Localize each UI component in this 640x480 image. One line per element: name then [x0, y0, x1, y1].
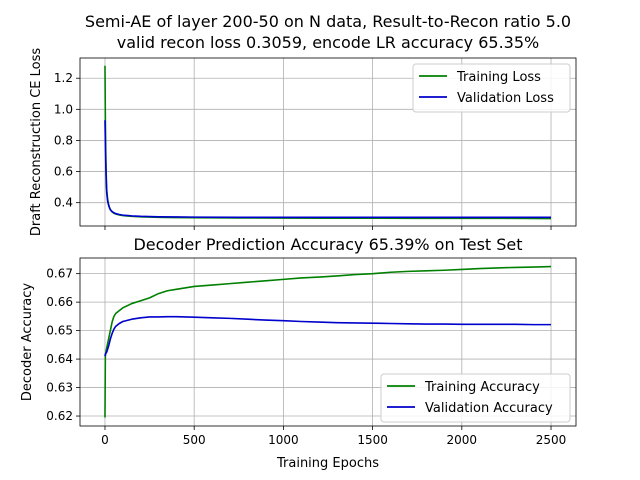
figure-title-line2: valid recon loss 0.3059, encode LR accur… — [117, 33, 540, 52]
loss-legend-label-validation-loss: Validation Loss — [457, 91, 554, 106]
loss-y-axis-label: Draft Reconstruction CE Loss — [29, 48, 44, 236]
accuracy-xtick-label: 0 — [101, 433, 109, 447]
accuracy-x-axis-label: Training Epochs — [276, 456, 379, 471]
accuracy-series-validation-accuracy — [104, 315, 552, 357]
accuracy-ytick-label: 0.65 — [46, 324, 73, 338]
loss-ytick-label: 1.2 — [54, 71, 73, 85]
loss-subplot: 0.4 0.6 0.8 1.0 1.2 Draft Reconstruction CE … — [29, 48, 577, 236]
accuracy-xtick-label: 2000 — [447, 433, 478, 447]
accuracy-subplot-title: Decoder Prediction Accuracy 65.39% on Te… — [133, 235, 522, 254]
loss-ytick-label: 1.0 — [54, 102, 73, 116]
accuracy-y-axis-label: Decoder Accuracy — [20, 283, 35, 401]
loss-legend-box — [412, 63, 571, 113]
accuracy-series-training-accuracy — [104, 265, 552, 418]
accuracy-xtick-label: 1000 — [268, 433, 299, 447]
accuracy-ytick-label: 0.62 — [46, 409, 73, 423]
loss-plot-frame — [79, 57, 577, 227]
loss-legend-label-training-loss: Training Loss — [456, 70, 541, 85]
loss-ticks: 0.4 0.6 0.8 1.0 1.2 — [54, 71, 552, 230]
accuracy-xtick-label: 2500 — [536, 433, 567, 447]
accuracy-xtick-label: 500 — [183, 433, 206, 447]
loss-ytick-label: 0.6 — [54, 165, 73, 179]
accuracy-plot-frame — [79, 257, 577, 427]
accuracy-legend-box — [380, 373, 571, 423]
loss-ytick-label: 0.4 — [54, 196, 73, 210]
accuracy-legend-label-training-accuracy: Training Accuracy — [424, 380, 540, 395]
accuracy-series — [104, 265, 552, 418]
accuracy-xtick-label: 1500 — [357, 433, 388, 447]
accuracy-ytick-label: 0.63 — [46, 381, 73, 395]
figure-title-line1: Semi-AE of layer 200-50 on N data, Resul… — [85, 12, 571, 31]
accuracy-legend-label-validation-accuracy: Validation Accuracy — [425, 401, 553, 416]
accuracy-ytick-label: 0.64 — [46, 352, 73, 366]
loss-legend: Training Loss Validation Loss — [412, 63, 571, 113]
loss-ytick-label: 0.8 — [54, 133, 73, 147]
loss-series — [104, 65, 552, 220]
accuracy-legend: Training Accuracy Validation Accuracy — [380, 373, 571, 423]
loss-series-validation-loss — [104, 120, 552, 219]
accuracy-ytick-label: 0.66 — [46, 295, 73, 309]
accuracy-ytick-label: 0.67 — [46, 267, 73, 281]
accuracy-subplot: Decoder Prediction Accuracy 65.39% on Te… — [20, 235, 577, 471]
accuracy-ticks: 0 500 1000 1500 2000 2500 0.62 0.63 0.64 0.65 0.66… — [46, 267, 566, 447]
